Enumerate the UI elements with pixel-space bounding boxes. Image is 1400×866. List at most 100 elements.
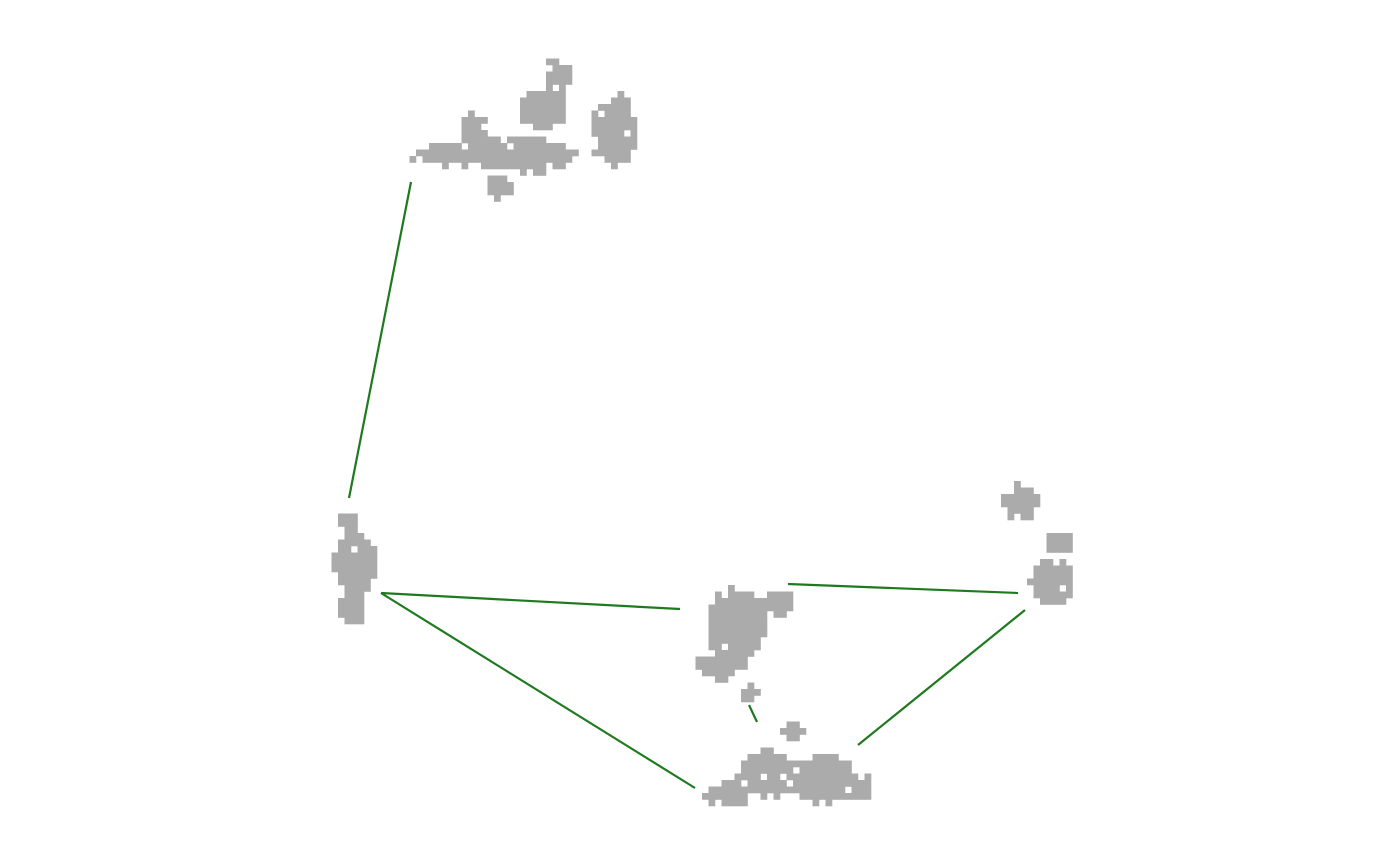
cluster-cell <box>728 624 735 631</box>
cluster-cell <box>780 604 787 612</box>
cluster-cell <box>364 572 371 579</box>
cluster-cell <box>1066 565 1073 573</box>
cluster-cell <box>461 117 469 124</box>
cluster-cell <box>747 767 755 774</box>
cluster-cell <box>1040 598 1047 605</box>
cluster-cell <box>741 695 748 703</box>
cluster-cell <box>773 760 781 768</box>
cluster-cell <box>481 162 488 170</box>
cluster-cell <box>624 110 631 118</box>
cluster-cell <box>734 663 742 670</box>
cluster-cell <box>1040 578 1047 586</box>
cluster-cell <box>344 533 352 540</box>
cluster-cell <box>695 656 703 664</box>
cluster-cell <box>728 656 735 664</box>
cluster-cell <box>559 78 566 85</box>
cluster-cell <box>754 767 761 774</box>
cluster-cell <box>344 559 352 566</box>
cluster-cell <box>357 598 365 605</box>
cluster-cell <box>624 104 631 111</box>
cluster-cell <box>552 162 560 170</box>
cluster-cell <box>767 598 774 605</box>
cluster-cell <box>734 773 742 781</box>
cluster-cell <box>1053 546 1060 553</box>
cluster-cell <box>422 149 430 157</box>
cluster-cell <box>1007 500 1015 508</box>
cluster-cell <box>344 604 352 612</box>
cluster-cell <box>539 156 547 163</box>
cluster-cell <box>357 572 365 579</box>
cluster-cell <box>741 604 748 612</box>
edge-left-bottom <box>380 592 696 789</box>
cluster-cell <box>825 754 833 761</box>
cluster-cell <box>338 546 345 553</box>
cluster-cell <box>1066 578 1073 586</box>
cluster-cell <box>442 162 449 170</box>
cluster-cell <box>1053 578 1060 586</box>
cluster-cell <box>539 143 547 150</box>
cluster-cell <box>754 624 761 631</box>
cluster-cell <box>611 162 618 170</box>
cluster-cell <box>474 136 482 144</box>
cluster-cell <box>559 104 566 111</box>
cluster-cell <box>611 156 618 163</box>
cluster-cell <box>513 136 521 144</box>
cluster-cell <box>481 156 488 163</box>
cluster-cell <box>611 149 618 157</box>
cluster-cell <box>474 156 482 163</box>
cluster-cell <box>351 539 358 547</box>
cluster-cell <box>617 104 625 111</box>
cluster-cell <box>1046 585 1054 592</box>
cluster-left <box>331 513 378 625</box>
cluster-cell <box>780 780 787 787</box>
cluster-cell <box>611 104 618 111</box>
cluster-cell <box>754 630 761 638</box>
cluster-cell <box>442 156 449 163</box>
cluster-cell <box>793 721 800 729</box>
cluster-cell <box>728 637 735 644</box>
cluster-cell <box>546 117 553 124</box>
cluster-cell <box>526 136 534 144</box>
cluster-cell <box>552 143 560 150</box>
cluster-cell <box>539 104 547 111</box>
cluster-cell <box>1059 546 1067 553</box>
cluster-cell <box>598 149 605 157</box>
cluster-cell <box>845 773 852 781</box>
cluster-cell <box>715 793 722 800</box>
cluster-cell <box>721 617 729 625</box>
cluster-cell <box>715 624 722 631</box>
cluster-cell <box>786 773 794 781</box>
cluster-cell <box>812 773 820 781</box>
cluster-cell <box>702 669 709 677</box>
cluster-cell <box>533 169 540 176</box>
cluster-cell <box>552 156 560 163</box>
cluster-cell <box>741 656 748 664</box>
cluster-cell <box>708 656 716 664</box>
cluster-cell <box>708 611 716 618</box>
cluster-cell <box>559 97 566 105</box>
cluster-cell <box>708 624 716 631</box>
cluster-cell <box>357 591 365 599</box>
cluster-cell <box>351 526 358 534</box>
cluster-cell <box>370 565 378 573</box>
cluster-cell <box>715 663 722 670</box>
cluster-cell <box>448 156 456 163</box>
cluster-cell <box>760 604 768 612</box>
cluster-cell <box>819 773 826 781</box>
cluster-cell <box>747 760 755 768</box>
cluster-cell <box>721 624 729 631</box>
cluster-cell <box>728 630 735 638</box>
cluster-cell <box>559 162 566 170</box>
cluster-cell <box>526 143 534 150</box>
cluster-cell <box>357 585 365 592</box>
cluster-cell <box>786 598 794 605</box>
cluster-cell <box>630 130 638 137</box>
cluster-cell <box>604 130 612 137</box>
cluster-cell <box>1059 591 1067 599</box>
cluster-cell <box>461 123 469 131</box>
cluster-cell <box>1033 572 1041 579</box>
cluster-cell <box>565 65 573 72</box>
cluster-cell <box>728 780 735 787</box>
cluster-cell <box>734 591 742 599</box>
cluster-cell <box>331 559 339 566</box>
